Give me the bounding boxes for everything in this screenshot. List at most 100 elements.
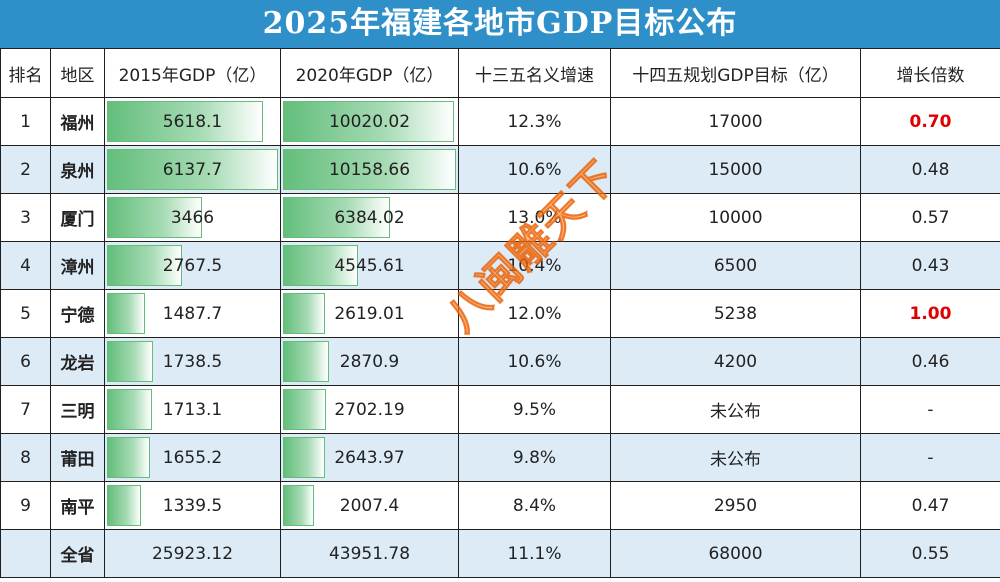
header-gdp-2020: 2020年GDP（亿） [280,48,459,98]
cell-gdp-2020: 2619.01 [280,289,459,338]
cell-growth-rate: 10.6% [458,337,611,386]
data-bar [107,149,278,190]
data-bar [107,485,142,526]
cell-multiple: 0.43 [860,241,1000,290]
data-bar [107,389,152,430]
cell-gdp-2015: 5618.1 [104,97,281,146]
cell-target: 2950 [610,481,861,530]
cell-gdp-2015: 1487.7 [104,289,281,338]
cell-gdp-2020: 10158.66 [280,145,459,194]
data-bar [283,341,330,382]
cell-gdp-2020-value: 10020.02 [328,111,411,132]
cell-multiple: 0.46 [860,337,1000,386]
cell-gdp-2015: 1339.5 [104,481,281,530]
cell-growth-rate: 9.8% [458,433,611,482]
cell-gdp-2015-value: 6137.7 [162,159,223,180]
cell-gdp-2020-value: 4545.61 [334,255,405,276]
cell-gdp-2015-value: 1339.5 [162,495,223,516]
table-row: 6 龙岩 1738.5 2870.9 10.6% 4200 0.46 [0,337,1000,386]
data-bar [283,293,325,334]
data-bar [283,245,359,286]
cell-target: 6500 [610,241,861,290]
cell-target: 17000 [610,97,861,146]
cell-rank: 7 [0,385,51,434]
cell-region: 福州 [50,97,105,146]
cell-gdp-2020: 2643.97 [280,433,459,482]
cell-gdp-2015-value: 1655.2 [162,447,223,468]
cell-target: 4200 [610,337,861,386]
cell-gdp-2015: 25923.12 [104,529,281,578]
cell-gdp-2020-value: 2870.9 [339,351,400,372]
cell-growth-rate: 10.6% [458,145,611,194]
cell-multiple: 0.55 [860,529,1000,578]
page-title: 2025年福建各地市GDP目标公布 [0,0,1000,48]
cell-region: 泉州 [50,145,105,194]
cell-region: 莆田 [50,433,105,482]
cell-gdp-2020-value: 6384.02 [334,207,405,228]
data-bar [283,149,456,190]
cell-gdp-2015-value: 5618.1 [162,111,223,132]
data-bar [283,437,326,478]
table-row: 1 福州 5618.1 10020.02 12.3% 17000 0.70 [0,97,1000,146]
cell-rank: 2 [0,145,51,194]
cell-region: 三明 [50,385,105,434]
cell-multiple: 1.00 [860,289,1000,338]
cell-gdp-2020-value: 2702.19 [334,399,405,420]
cell-growth-rate: 13.0% [458,193,611,242]
cell-region: 宁德 [50,289,105,338]
cell-gdp-2015-value: 1487.7 [162,303,223,324]
header-gdp-2015: 2015年GDP（亿） [104,48,281,98]
gdp-table: 排名 地区 2015年GDP（亿） 2020年GDP（亿） 十三五名义增速 十四… [0,48,1000,578]
cell-gdp-2015-value: 25923.12 [151,543,234,564]
cell-rank: 8 [0,433,51,482]
cell-gdp-2015: 1655.2 [104,433,281,482]
table-row: 5 宁德 1487.7 2619.01 12.0% 5238 1.00 [0,289,1000,338]
cell-growth-rate: 11.1% [458,529,611,578]
table-row: 7 三明 1713.1 2702.19 9.5% 未公布 - [0,385,1000,434]
cell-target: 15000 [610,145,861,194]
cell-rank: 1 [0,97,51,146]
cell-gdp-2020: 2870.9 [280,337,459,386]
cell-gdp-2015-value: 3466 [170,207,215,228]
cell-gdp-2020: 43951.78 [280,529,459,578]
cell-region: 龙岩 [50,337,105,386]
cell-gdp-2015: 2767.5 [104,241,281,290]
cell-target: 68000 [610,529,861,578]
cell-region: 漳州 [50,241,105,290]
cell-rank [0,529,51,578]
table-row: 3 厦门 3466 6384.02 13.0% 10000 0.57 [0,193,1000,242]
cell-rank: 6 [0,337,51,386]
cell-multiple: - [860,385,1000,434]
cell-gdp-2020-value: 10158.66 [328,159,411,180]
cell-gdp-2015-value: 2767.5 [162,255,223,276]
table-row: 全省 25923.12 43951.78 11.1% 68000 0.55 [0,529,1000,578]
cell-growth-rate: 8.4% [458,481,611,530]
table-row: 8 莆田 1655.2 2643.97 9.8% 未公布 - [0,433,1000,482]
cell-gdp-2020-value: 2643.97 [334,447,405,468]
cell-growth-rate: 9.5% [458,385,611,434]
cell-multiple: 0.47 [860,481,1000,530]
header-rank: 排名 [0,48,51,98]
cell-gdp-2020: 4545.61 [280,241,459,290]
data-bar [107,293,146,334]
header-target: 十四五规划GDP目标（亿） [610,48,861,98]
table-row: 4 漳州 2767.5 4545.61 10.4% 6500 0.43 [0,241,1000,290]
cell-target: 未公布 [610,433,861,482]
cell-target: 10000 [610,193,861,242]
cell-gdp-2020: 10020.02 [280,97,459,146]
cell-gdp-2015: 1713.1 [104,385,281,434]
cell-gdp-2020-value: 2619.01 [334,303,405,324]
cell-gdp-2020-value: 2007.4 [339,495,400,516]
cell-rank: 5 [0,289,51,338]
cell-gdp-2015-value: 1738.5 [162,351,223,372]
cell-rank: 4 [0,241,51,290]
cell-growth-rate: 12.3% [458,97,611,146]
cell-gdp-2015: 6137.7 [104,145,281,194]
cell-multiple: 0.70 [860,97,1000,146]
cell-region: 厦门 [50,193,105,242]
data-bar [107,341,153,382]
data-bar [107,101,264,142]
data-bar [107,245,182,286]
cell-target: 5238 [610,289,861,338]
cell-gdp-2015: 3466 [104,193,281,242]
